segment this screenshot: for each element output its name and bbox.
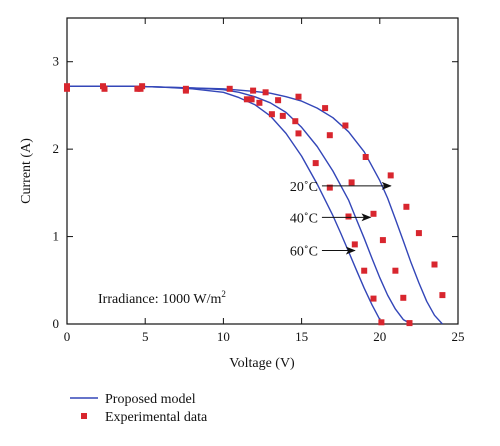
model-curve-40c [67,85,412,325]
legend: Proposed model Experimental data [70,392,208,425]
experimental-point [400,294,407,301]
experimental-point [322,105,329,112]
experimental-point [370,210,377,217]
experimental-point [256,99,263,106]
legend-label-experimental: Experimental data [105,410,208,425]
model-curve-20c [67,85,443,325]
y-axis-title: Current (A) [19,138,34,204]
annotation-label: 20˚C [290,180,318,195]
experimental-point [134,85,141,92]
experimental-point [345,213,352,220]
x-tick-label: 15 [295,329,308,344]
experimental-points [64,83,446,327]
model-curves [67,85,443,325]
experimental-point [275,97,282,104]
x-axis-title: Voltage (V) [229,356,295,371]
plot-frame [66,17,459,325]
experimental-point [248,96,255,103]
legend-marker-swatch [81,413,87,419]
experimental-point [326,184,333,191]
experimental-point [403,203,410,210]
experimental-point [326,132,333,139]
experimental-point [348,179,355,186]
experimental-point [379,237,386,244]
experimental-point [226,85,233,92]
irradiance-superscript: 2 [221,289,226,299]
legend-label-model: Proposed model [105,392,196,407]
experimental-point [370,295,377,302]
experimental-point [378,319,385,326]
experimental-point [295,93,302,100]
experimental-point [182,87,189,94]
x-tick-label: 10 [217,329,230,344]
y-tick-label: 1 [53,229,60,244]
x-tick-label: 0 [64,329,71,344]
x-tick-label: 25 [452,329,465,344]
experimental-point [279,112,286,119]
experimental-point [268,111,275,118]
y-axis-ticks: 0 1 2 3 [53,54,458,331]
y-tick-label: 3 [53,54,60,69]
experimental-point [415,230,422,237]
experimental-point [64,85,70,92]
experimental-point [406,320,413,327]
y-tick-label: 2 [53,141,60,156]
experimental-point [250,87,257,94]
experimental-point [387,172,394,179]
x-tick-label: 20 [373,329,386,344]
experimental-point [362,154,369,160]
experimental-point [439,292,446,299]
model-curve-60c [67,85,384,325]
annotation-label: 40˚C [290,211,318,226]
experimental-point [101,85,108,92]
x-tick-label: 5 [142,329,149,344]
experimental-point [312,160,319,167]
temperature-annotations: 20˚C 40˚C 60˚C [290,180,392,260]
annotation-label: 60˚C [290,245,318,260]
experimental-point [295,130,302,137]
irradiance-label: Irradiance: 1000 W/m2 [98,289,226,307]
experimental-point [262,89,269,96]
experimental-point [361,267,368,274]
experimental-point [243,96,250,103]
experimental-point [292,118,299,125]
experimental-point [351,241,358,248]
experimental-point [431,261,438,268]
experimental-point [342,122,349,129]
experimental-point [137,85,144,92]
y-tick-label: 0 [53,316,60,331]
experimental-point [392,267,399,274]
